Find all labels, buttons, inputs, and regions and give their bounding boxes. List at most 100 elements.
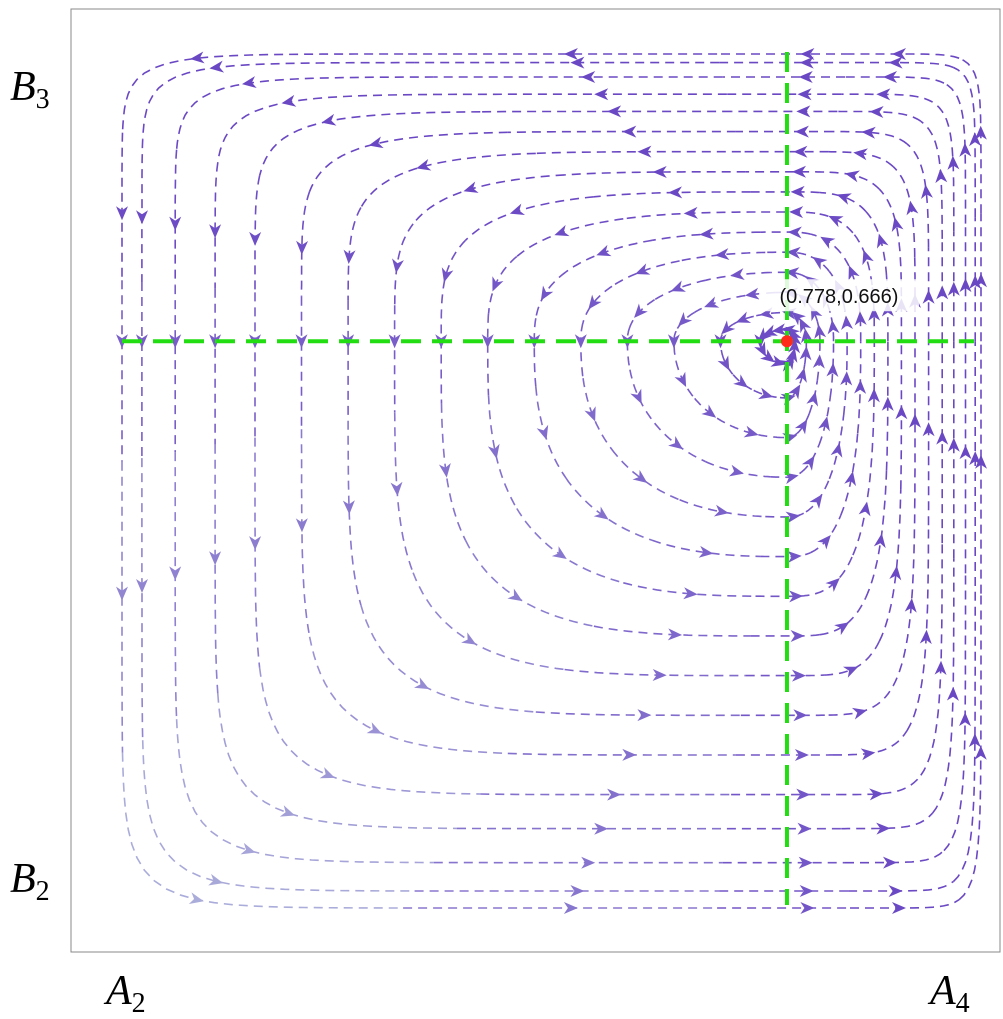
streamline-segment: [907, 144, 929, 248]
streamline-arrowhead: [923, 290, 935, 304]
streamline-arrowhead: [859, 501, 873, 517]
streamline-segment: [302, 429, 310, 637]
streamline-segment: [627, 327, 630, 370]
streamline-arrowhead: [800, 902, 814, 914]
streamline-arrowhead: [391, 482, 404, 497]
streamline-segment: [811, 516, 841, 553]
streamline-segment: [655, 423, 706, 461]
streamline-arrowhead: [959, 712, 971, 726]
streamline-segment: [583, 286, 612, 322]
streamline-arrowhead: [818, 415, 833, 431]
streamline-segment: [879, 489, 900, 641]
streamline-arrowhead: [852, 704, 869, 719]
streamline-arrowhead: [835, 189, 852, 205]
streamline-segment: [413, 573, 564, 670]
streamline-segment: [806, 479, 829, 512]
streamline-arrowhead: [675, 372, 692, 390]
streamline-arrowhead: [169, 566, 181, 580]
streamline-arrowhead: [668, 186, 682, 198]
streamline-arrowhead: [581, 71, 595, 83]
streamline-segment: [536, 712, 741, 715]
streamline-arrowhead: [537, 425, 553, 442]
streamline-arrowhead: [802, 452, 820, 470]
streamline-segment: [488, 314, 489, 396]
streamline-segment: [907, 525, 929, 730]
streamline-segment: [466, 197, 594, 241]
streamline-segment: [921, 543, 942, 775]
streamline-arrowhead: [280, 805, 297, 821]
streamline-arrowhead: [717, 320, 735, 338]
streamline-arrowhead: [209, 61, 224, 75]
streamline-segment: [142, 458, 143, 740]
streamline-arrowhead: [622, 126, 636, 138]
streamline-segment: [260, 112, 481, 176]
streamline-segment: [760, 232, 810, 234]
streamline-segment: [508, 132, 736, 133]
streamline-arrowhead: [241, 76, 257, 90]
streamline-arrowhead: [367, 136, 383, 151]
streamline-arrowhead: [813, 354, 826, 369]
streamline-arrowhead: [854, 380, 866, 394]
streamline-segment: [123, 753, 404, 908]
streamline-arrowhead: [782, 429, 799, 444]
streamline-arrowhead: [892, 902, 906, 914]
equilibrium-label: (0.778,0.666): [779, 286, 898, 308]
streamline-arrowhead: [758, 388, 775, 403]
streamline-segment: [361, 153, 536, 207]
streamline-arrowhead: [889, 885, 903, 897]
streamline-arrowhead: [714, 505, 730, 519]
streamline-segment: [933, 558, 954, 813]
streamline-arrowhead: [817, 531, 835, 549]
streamline-arrowhead: [904, 200, 918, 216]
streamline-arrowhead: [869, 106, 883, 118]
streamline-arrowhead: [936, 431, 948, 445]
streamline-arrowhead: [793, 709, 807, 721]
streamline-arrowhead: [249, 536, 261, 550]
streamline-arrowhead: [734, 312, 751, 328]
streamline-segment: [837, 775, 920, 794]
streamline-arrowhead: [789, 206, 803, 218]
streamline-segment: [566, 478, 652, 540]
streamline-arrowhead: [683, 207, 697, 220]
streamline-segment: [751, 635, 820, 636]
streamline-arrowhead: [975, 746, 987, 760]
streamline-segment: [361, 605, 536, 712]
streamline-arrowhead: [826, 319, 839, 334]
streamline-segment: [944, 573, 966, 850]
streamline-arrowhead: [702, 296, 719, 312]
streamline-segment: [175, 150, 176, 285]
streamline-arrowhead: [552, 225, 569, 241]
streamline-segment: [310, 132, 508, 191]
streamline-arrowhead: [796, 105, 810, 117]
streamline-arrowhead: [320, 767, 337, 783]
streamline-segment: [143, 740, 415, 891]
streamline-arrowhead: [622, 749, 636, 761]
streamline-arrowhead: [438, 267, 453, 284]
streamline-arrowhead: [575, 334, 587, 348]
streamline-arrowhead: [798, 823, 812, 835]
streamline-arrowhead: [633, 470, 651, 488]
streamline-arrowhead: [744, 426, 761, 441]
streamline-arrowhead: [831, 441, 846, 457]
streamline-arrowhead: [791, 630, 805, 642]
streamline-segment: [177, 719, 434, 862]
streamline-segment: [215, 163, 218, 289]
streamline-arrowhead: [488, 444, 503, 460]
streamline-segment: [175, 452, 176, 719]
streamline-segment: [848, 881, 953, 891]
streamline-arrowhead: [507, 588, 525, 606]
streamline-arrowhead: [729, 465, 745, 480]
streamline-arrowhead: [669, 280, 686, 296]
streamline-arrowhead: [787, 226, 801, 238]
streamline-arrowhead: [701, 404, 719, 422]
streamline-segment: [255, 438, 260, 668]
streamline-segment: [536, 272, 566, 318]
streamline-segment: [879, 189, 900, 266]
streamline-segment: [893, 507, 915, 685]
streamline-arrowhead: [934, 168, 947, 183]
streamline-segment: [143, 63, 415, 140]
streamline-segment: [583, 378, 612, 449]
streamline-segment: [612, 450, 680, 500]
streamline-arrowhead: [367, 722, 385, 739]
